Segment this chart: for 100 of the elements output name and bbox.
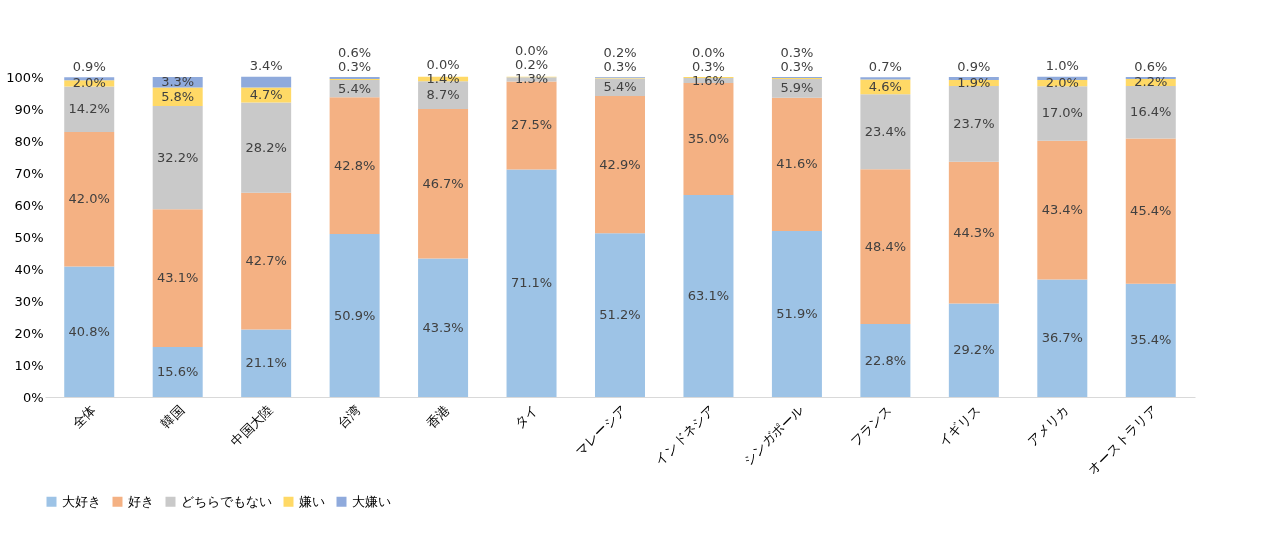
data-label: 4.7% (249, 87, 283, 103)
y-tick-label: 100% (6, 69, 44, 85)
data-label: 42.8% (333, 157, 376, 173)
bar (418, 258, 469, 397)
bar (948, 85, 999, 162)
data-label: 35.4% (1130, 332, 1172, 348)
bar (1125, 283, 1176, 397)
data-label: 22.8% (864, 352, 907, 368)
bar (860, 94, 911, 170)
legend-label: 大嫌い (352, 493, 391, 509)
data-label: 0.3% (603, 58, 637, 74)
data-label: 0.7% (868, 58, 902, 74)
data-label: 41.6% (776, 156, 818, 172)
bar (241, 329, 292, 397)
y-tick-label: 90% (14, 101, 44, 117)
data-label: 5.9% (780, 80, 814, 96)
data-label: 44.3% (953, 224, 995, 240)
data-label: 32.2% (157, 149, 199, 165)
data-label: 17.0% (1041, 105, 1083, 121)
bar (506, 169, 557, 397)
data-label: 29.2% (953, 342, 995, 358)
bar (329, 234, 380, 397)
x-tick-label: シンガポール (740, 402, 807, 468)
data-label: 43.4% (1041, 202, 1083, 218)
bar (64, 266, 115, 397)
x-tick-label: 台湾 (334, 402, 364, 432)
data-label: 4.6% (868, 78, 902, 94)
data-label: 0.6% (338, 44, 372, 60)
data-label: 16.4% (1130, 104, 1172, 120)
bar (1037, 86, 1088, 141)
bar (948, 303, 999, 397)
x-tick-label: マレーシア (572, 402, 630, 459)
data-label: 1.3% (515, 71, 549, 87)
data-label: 14.2% (68, 101, 110, 117)
bar (1037, 279, 1088, 397)
bar (152, 347, 203, 397)
data-label: 46.7% (422, 175, 464, 191)
data-label: 21.1% (245, 355, 287, 371)
data-label: 51.9% (776, 305, 818, 321)
y-tick-label: 80% (14, 133, 44, 149)
y-tick-label: 50% (14, 229, 44, 245)
data-label: 23.4% (864, 123, 907, 139)
x-tick-label: タイ (511, 402, 541, 432)
y-tick-label: 70% (14, 165, 44, 181)
y-tick-label: 20% (14, 325, 44, 341)
data-label: 0.2% (515, 57, 549, 73)
data-label: 0.3% (780, 58, 814, 74)
data-label: 45.4% (1130, 203, 1172, 219)
bar (683, 195, 734, 397)
x-tick-label: イギリス (935, 402, 984, 450)
data-label: 1.0% (1045, 58, 1079, 74)
bar (241, 76, 292, 88)
bar (860, 77, 911, 80)
y-tick-label: 40% (14, 261, 44, 277)
bar (860, 169, 911, 325)
data-label: 5.8% (161, 88, 195, 104)
data-label: 0.6% (1134, 58, 1168, 74)
data-label: 42.9% (599, 156, 641, 172)
data-label: 48.4% (864, 238, 907, 254)
data-label: 3.4% (249, 58, 283, 74)
x-tick-label: 香港 (423, 402, 453, 432)
data-label: 0.9% (957, 58, 991, 74)
y-tick-label: 10% (14, 357, 44, 373)
data-label: 43.1% (157, 270, 199, 286)
bar (241, 192, 292, 330)
data-label: 3.3% (161, 74, 195, 90)
x-tick-label: フランス (847, 402, 895, 450)
legend-label: 好き (128, 493, 154, 509)
bar (506, 81, 557, 170)
bar (241, 102, 292, 193)
bar (152, 106, 203, 210)
data-label: 5.4% (603, 79, 637, 95)
legend-label: 大好き (62, 493, 101, 509)
x-tick-label: インドネシア (651, 402, 718, 468)
data-label: 2.0% (72, 75, 106, 91)
data-label: 23.7% (953, 115, 995, 131)
x-tick-label: 韓国 (157, 402, 187, 432)
data-label: 27.5% (510, 117, 553, 133)
data-label: 51.2% (599, 307, 641, 323)
data-label: 0.3% (338, 58, 372, 74)
bar (152, 209, 203, 348)
data-label: 42.7% (245, 253, 287, 269)
x-tick-label: 中国大陸 (227, 402, 276, 450)
data-label: 15.6% (157, 364, 199, 380)
bar (1125, 85, 1176, 139)
data-label: 5.4% (338, 80, 372, 96)
bar (948, 161, 999, 304)
bar (771, 230, 822, 397)
legend-label: どちらでもない (181, 493, 272, 509)
y-tick-label: 30% (14, 293, 44, 309)
data-label: 0.3% (691, 58, 725, 74)
bar (595, 95, 645, 234)
data-label: 63.1% (687, 288, 730, 304)
x-tick-label: オーストラリア (1085, 402, 1160, 478)
bar (1037, 140, 1088, 280)
y-tick-label: 0% (22, 389, 44, 405)
data-label: 50.9% (333, 307, 376, 323)
data-label: 0.2% (603, 44, 637, 60)
data-label: 42.0% (68, 191, 110, 207)
x-tick-label: 全体 (69, 402, 99, 432)
